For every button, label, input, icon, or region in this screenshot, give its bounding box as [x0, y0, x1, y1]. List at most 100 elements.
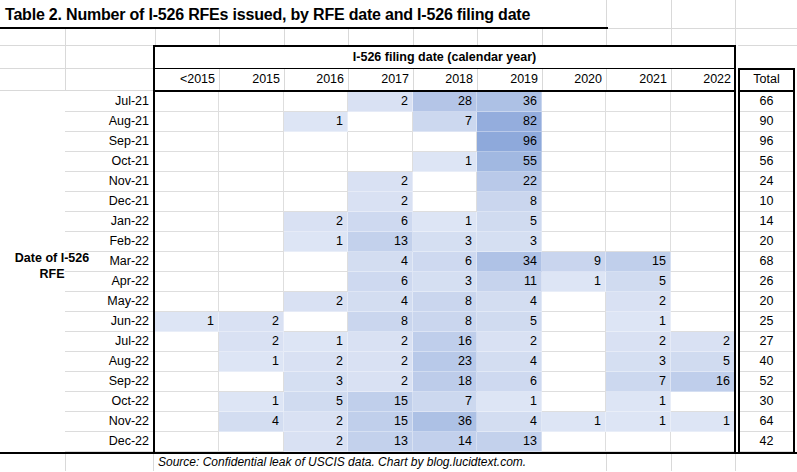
value-cell: 8 [348, 312, 413, 332]
value-cell [219, 252, 284, 272]
value-cell [671, 132, 735, 152]
value-cell [219, 112, 284, 132]
row-total-cell: 20 [740, 292, 793, 312]
value-cell [348, 132, 413, 152]
value-cell: 1 [671, 412, 735, 432]
value-cell [542, 232, 606, 252]
value-cell: 1 [477, 392, 542, 412]
value-cell [155, 412, 219, 432]
row-label: Jul-22 [65, 332, 153, 352]
value-cell [671, 232, 735, 252]
value-cell [348, 152, 413, 172]
value-cell: 4 [219, 412, 284, 432]
value-cell [155, 232, 219, 252]
value-cell: 3 [284, 372, 348, 392]
value-cell: 6 [413, 252, 477, 272]
value-cell: 2 [348, 192, 413, 212]
row-total-cell: 68 [740, 252, 793, 272]
value-cell: 2 [671, 332, 735, 352]
value-cell: 16 [413, 332, 477, 352]
value-cell: 4 [477, 292, 542, 312]
value-cell: 2 [477, 332, 542, 352]
value-cell [542, 312, 606, 332]
border-line [738, 90, 795, 92]
value-cell: 7 [413, 112, 477, 132]
value-cell: 2 [284, 412, 348, 432]
row-total-cell: 20 [740, 232, 793, 252]
year-column-header: 2020 [542, 69, 606, 90]
value-cell: 4 [348, 252, 413, 272]
value-cell: 8 [477, 192, 542, 212]
value-cell: 2 [606, 292, 671, 312]
row-total-cell: 30 [740, 392, 793, 412]
row-label: Sep-21 [65, 132, 153, 152]
gridline [348, 28, 349, 45]
gridline [413, 28, 414, 45]
value-cell [219, 292, 284, 312]
value-cell [542, 432, 606, 452]
value-cell [284, 192, 348, 212]
row-total-cell: 25 [740, 312, 793, 332]
value-cell: 2 [606, 332, 671, 352]
value-cell: 5 [477, 212, 542, 232]
row-total-cell: 56 [740, 152, 793, 172]
row-total-cell: 52 [740, 372, 793, 392]
gridline [735, 0, 736, 28]
value-cell: 5 [477, 312, 542, 332]
value-cell: 2 [284, 432, 348, 452]
value-cell [606, 152, 671, 172]
column-group-header: I-526 filing date (calendar year) [155, 47, 734, 68]
row-label: Aug-21 [65, 112, 153, 132]
value-cell [284, 92, 348, 112]
row-label: Sep-22 [65, 372, 153, 392]
row-label: Mar-22 [65, 252, 153, 272]
row-total-cell: 27 [740, 332, 793, 352]
value-cell [671, 432, 735, 452]
value-cell: 2 [219, 332, 284, 352]
value-cell: 55 [477, 152, 542, 172]
value-cell [542, 352, 606, 372]
value-cell: 16 [671, 372, 735, 392]
gridline [738, 45, 797, 46]
value-cell [671, 292, 735, 312]
gridline [0, 68, 153, 69]
row-total-cell: 26 [740, 272, 793, 292]
total-column-header: Total [740, 69, 793, 90]
value-cell [542, 92, 606, 112]
gridline [606, 28, 607, 45]
value-cell [413, 192, 477, 212]
row-label: Jul-21 [65, 92, 153, 112]
value-cell [606, 92, 671, 112]
value-cell [542, 332, 606, 352]
value-cell: 82 [477, 112, 542, 132]
value-cell: 1 [155, 312, 219, 332]
gridline [477, 28, 478, 45]
value-cell: 14 [413, 432, 477, 452]
value-cell: 4 [348, 292, 413, 312]
value-cell: 8 [413, 292, 477, 312]
value-cell: 1 [284, 232, 348, 252]
value-cell [155, 152, 219, 172]
value-cell [606, 212, 671, 232]
row-total-cell: 96 [740, 132, 793, 152]
value-cell [284, 312, 348, 332]
value-cell [413, 172, 477, 192]
value-cell [671, 312, 735, 332]
gridline [735, 454, 736, 471]
value-cell: 13 [477, 432, 542, 452]
value-cell: 3 [413, 232, 477, 252]
value-cell: 7 [413, 392, 477, 412]
spreadsheet-table: Table 2. Number of I-526 RFEs issued, by… [0, 0, 797, 472]
value-cell [155, 252, 219, 272]
value-cell [284, 272, 348, 292]
value-cell: 1 [413, 152, 477, 172]
value-cell [155, 92, 219, 112]
row-label: Dec-21 [65, 192, 153, 212]
row-label: Nov-22 [65, 412, 153, 432]
row-total-cell: 24 [740, 172, 793, 192]
value-cell: 1 [219, 352, 284, 372]
border-line [0, 27, 608, 29]
gridline [284, 28, 285, 45]
row-label: Oct-21 [65, 152, 153, 172]
value-cell: 5 [606, 272, 671, 292]
